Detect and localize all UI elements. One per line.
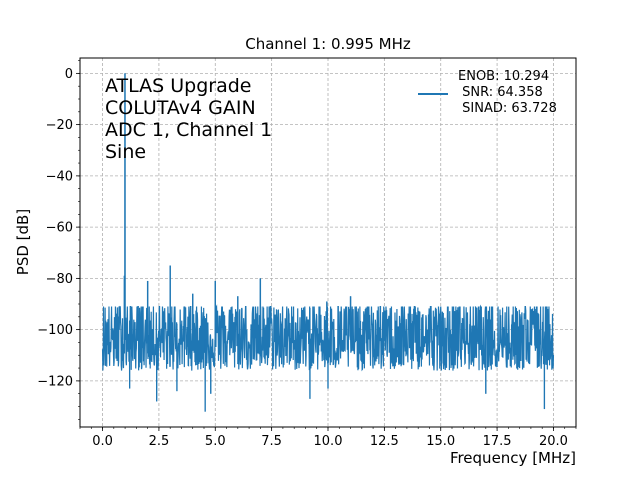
x-tick-label: 12.5: [370, 434, 399, 449]
x-tick-label: 15.0: [426, 434, 455, 449]
y-tick-label: −80: [46, 272, 73, 287]
y-tick-label: −20: [46, 118, 73, 133]
legend: ENOB: 10.294 SNR: 64.358 SINAD: 63.728: [418, 69, 557, 116]
x-tick-label: 10.0: [314, 434, 343, 449]
psd-series: [101, 73, 555, 412]
y-axis-label: PSD [dB]: [14, 209, 32, 275]
y-tick-label: −60: [46, 221, 73, 236]
x-tick-label: 0.0: [92, 434, 113, 449]
x-axis-label: Frequency [MHz]: [450, 449, 576, 467]
annotation-line-4: Sine: [105, 141, 146, 163]
annotation-line-2: COLUTAv4 GAIN: [105, 97, 256, 119]
x-tick-label: 20.0: [539, 434, 568, 449]
annotation-text: ATLAS Upgrade COLUTAv4 GAIN ADC 1, Chann…: [105, 75, 272, 163]
legend-line-enob: ENOB: 10.294: [458, 69, 549, 84]
x-tick-label: 7.5: [261, 434, 282, 449]
y-tick-label: −120: [37, 374, 73, 389]
annotation-line-3: ADC 1, Channel 1: [105, 119, 272, 141]
x-tick-label: 2.5: [149, 434, 170, 449]
legend-line-snr: SNR: 64.358: [458, 85, 543, 100]
x-tick-label: 5.0: [205, 434, 226, 449]
axis-ticks: 0.0 2.5 5.0 7.5 10.0 12.5 15.0 17.5 20.0 0 −20 −40 −…: [37, 60, 577, 449]
y-tick-label: 0: [65, 67, 73, 82]
y-tick-label: −40: [46, 169, 73, 184]
annotation-line-1: ATLAS Upgrade: [105, 75, 251, 97]
psd-line: [101, 73, 555, 412]
legend-line-sinad: SINAD: 63.728: [458, 101, 557, 116]
chart-title: Channel 1: 0.995 MHz: [245, 35, 411, 53]
x-tick-label: 17.5: [483, 434, 512, 449]
y-tick-label: −100: [37, 323, 73, 338]
